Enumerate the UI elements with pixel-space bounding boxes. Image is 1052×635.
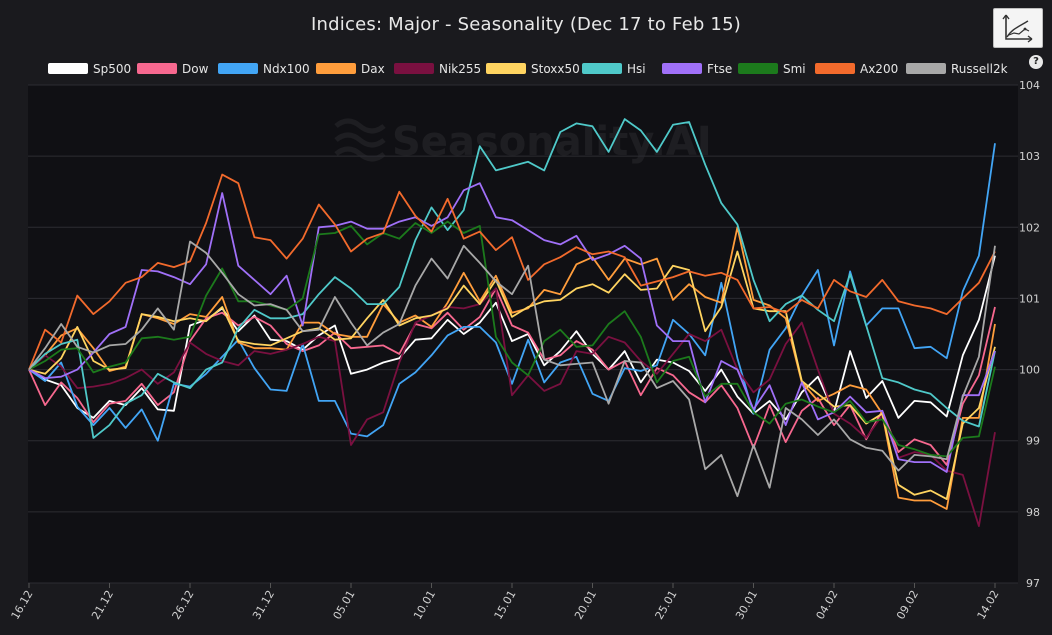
legend-swatch — [394, 63, 434, 74]
series-line-stoxx50[interactable] — [28, 250, 996, 500]
y-tick-label: 103 — [1019, 150, 1040, 163]
series-layer — [28, 118, 996, 527]
series-line-smi[interactable] — [28, 220, 996, 458]
legend-item-nik255[interactable]: Nik255 — [394, 62, 481, 76]
y-axis: 97 98 99 100 101 102 103 104 — [1019, 79, 1040, 590]
legend: Sp500 Dow Ndx100 Dax Nik255 Stoxx50 Hsi Ftse Smi… — [48, 62, 1008, 76]
legend-swatch — [316, 63, 356, 74]
legend-swatch — [738, 63, 778, 74]
legend-item-stoxx50[interactable]: Stoxx50 — [486, 62, 580, 76]
chart-type-button[interactable] — [993, 8, 1043, 48]
watermark-logo-icon — [334, 118, 386, 162]
legend-item-dow[interactable]: Dow — [137, 62, 209, 76]
legend-label: Smi — [783, 62, 806, 76]
x-tick-label: 26.12 — [170, 588, 197, 622]
legend-label: Ndx100 — [263, 62, 310, 76]
x-tick-label: 04.02 — [814, 588, 841, 622]
x-tick-label: 05.01 — [331, 588, 358, 622]
legend-item-dax[interactable]: Dax — [316, 62, 385, 76]
series-line-nik255[interactable] — [28, 287, 996, 527]
x-tick-label: 14.02 — [975, 588, 1002, 622]
series-line-ax200[interactable] — [28, 173, 996, 370]
y-tick-label: 102 — [1019, 221, 1040, 234]
x-tick-label: 31.12 — [250, 588, 277, 622]
legend-label: Hsi — [627, 62, 646, 76]
x-tick-label: 30.01 — [733, 588, 760, 622]
legend-label: Dax — [361, 62, 385, 76]
legend-item-russell2k[interactable]: Russell2k — [906, 62, 1008, 76]
series-line-russell2k[interactable] — [28, 240, 996, 498]
legend-item-smi[interactable]: Smi — [738, 62, 806, 76]
legend-swatch — [137, 63, 177, 74]
grid — [28, 84, 1018, 588]
help-button[interactable]: ? — [1029, 55, 1043, 69]
legend-label: Ax200 — [860, 62, 898, 76]
legend-swatch — [662, 63, 702, 74]
legend-label: Nik255 — [439, 62, 481, 76]
legend-swatch — [218, 63, 258, 74]
x-tick-label: 10.01 — [411, 588, 438, 622]
watermark: Seasonality.AI — [334, 118, 712, 165]
x-tick-label: 25.01 — [653, 588, 680, 622]
legend-item-sp500[interactable]: Sp500 — [48, 62, 131, 76]
x-axis: 16.12 21.12 26.12 31.12 05.01 10.01 15.01 20.01… — [9, 588, 1002, 622]
x-tick-label: 15.01 — [492, 588, 519, 622]
legend-label: Dow — [182, 62, 209, 76]
chart-type-icon — [1002, 14, 1033, 43]
legend-item-ndx100[interactable]: Ndx100 — [218, 62, 310, 76]
y-tick-label: 99 — [1026, 435, 1040, 448]
series-line-hsi[interactable] — [28, 118, 996, 439]
y-tick-label: 100 — [1019, 364, 1040, 377]
x-tick-label: 16.12 — [9, 588, 36, 622]
watermark-text: Seasonality.AI — [392, 119, 712, 165]
legend-swatch — [815, 63, 855, 74]
x-tick-label: 21.12 — [89, 588, 116, 622]
legend-swatch — [906, 63, 946, 74]
chart-title: Indices: Major - Seasonality (Dec 17 to … — [311, 14, 741, 35]
legend-swatch — [486, 63, 526, 74]
y-tick-label: 98 — [1026, 506, 1040, 519]
plot-background — [28, 85, 1018, 583]
series-line-ndx100[interactable] — [28, 143, 996, 442]
legend-item-ftse[interactable]: Ftse — [662, 62, 732, 76]
legend-label: Stoxx50 — [531, 62, 580, 76]
legend-label: Ftse — [707, 62, 732, 76]
y-tick-label: 101 — [1019, 292, 1040, 305]
legend-item-hsi[interactable]: Hsi — [582, 62, 646, 76]
legend-label: Russell2k — [951, 62, 1008, 76]
legend-label: Sp500 — [93, 62, 131, 76]
x-tick-label: 09.02 — [894, 588, 921, 622]
y-tick-label: 97 — [1026, 577, 1040, 590]
legend-swatch — [582, 63, 622, 74]
y-tick-label: 104 — [1019, 79, 1040, 92]
legend-item-ax200[interactable]: Ax200 — [815, 62, 898, 76]
series-line-dow[interactable] — [28, 287, 996, 466]
legend-swatch — [48, 63, 88, 74]
series-line-dax[interactable] — [28, 226, 996, 510]
x-tick-label: 20.01 — [572, 588, 599, 622]
